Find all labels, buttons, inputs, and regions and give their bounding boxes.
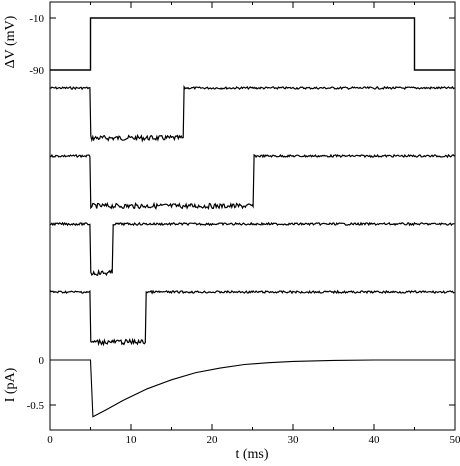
channel-trace — [49, 153, 455, 210]
x-tick-label: 40 — [369, 434, 381, 446]
x-tick-label: 50 — [450, 434, 460, 446]
channel-trace — [49, 221, 455, 277]
x-tick-label: 0 — [47, 434, 53, 446]
voltage-y-tick-label: -10 — [29, 13, 44, 25]
channel-trace — [49, 289, 455, 347]
chart-marks — [49, 17, 455, 418]
ensemble-current-line — [50, 359, 455, 418]
channel-trace — [49, 84, 455, 143]
current-y-tick-label: 0 — [39, 355, 45, 367]
plot-frame — [49, 1, 456, 431]
x-tick-label: 30 — [288, 434, 300, 446]
x-tick-label: 20 — [207, 434, 219, 446]
current-y-tick-label: -0.5 — [27, 400, 45, 412]
voltage-axis-label: ΔV (mV) — [3, 15, 18, 68]
voltage-y-tick-label: -90 — [29, 65, 44, 77]
x-tick-label: 10 — [126, 434, 138, 446]
current-axis-label: I (pA) — [3, 367, 18, 402]
time-axis-label: t (ms) — [235, 447, 268, 462]
chart-ticks: -10 -90 0 -0.5 0 10 20 30 40 50 — [27, 2, 460, 446]
voltage-step-line — [50, 17, 455, 71]
